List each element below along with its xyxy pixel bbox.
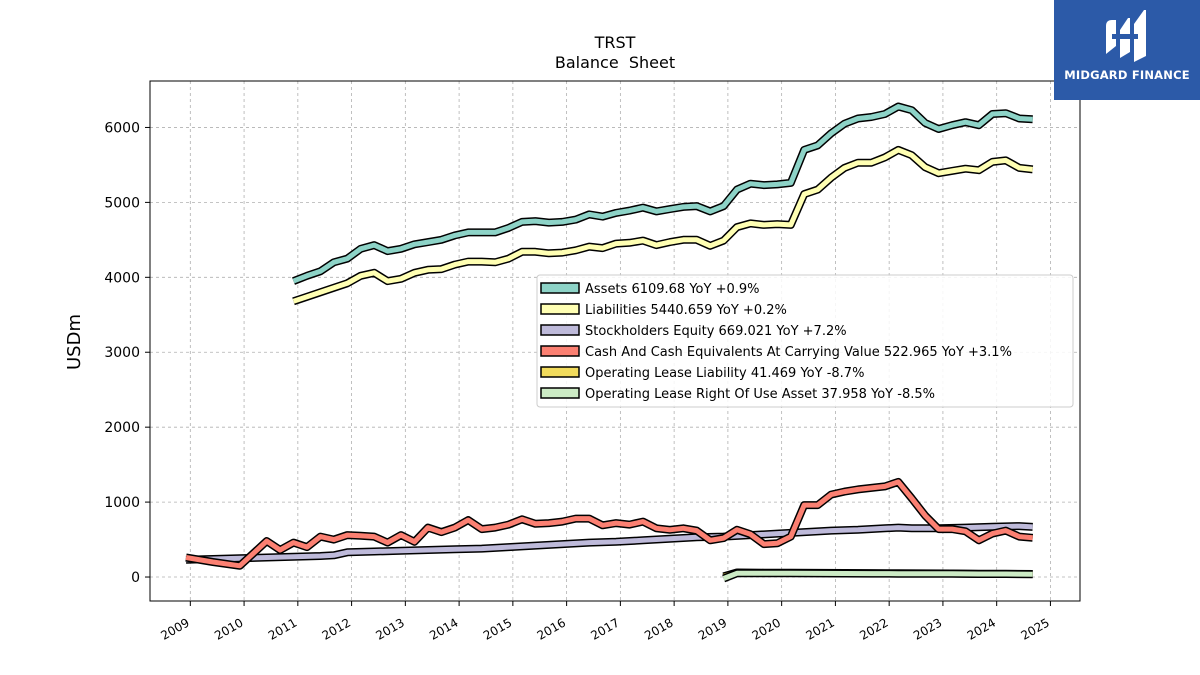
legend-item: Assets 6109.68 YoY +0.9%	[540, 282, 760, 297]
x-tick-label: 2010	[212, 615, 245, 642]
y-tick-label: 0	[131, 570, 140, 586]
series-line	[722, 570, 1033, 581]
y-tick-label: 5000	[104, 195, 140, 211]
legend-item: Operating Lease Right Of Use Asset 37.95…	[540, 387, 935, 402]
x-tick-label: 2011	[266, 615, 299, 642]
legend-label: Stockholders Equity 669.021 YoY +7.2%	[585, 324, 847, 339]
legend-swatch	[540, 324, 580, 336]
x-tick-label: 2009	[158, 615, 191, 642]
x-tick-label: 2022	[857, 615, 890, 642]
legend-swatch	[540, 387, 580, 399]
series-assets	[292, 102, 1033, 285]
legend-label: Assets 6109.68 YoY +0.9%	[585, 282, 760, 297]
legend: Assets 6109.68 YoY +0.9% Liabilities 5440…	[536, 274, 1074, 408]
series-stockholders-equity	[185, 522, 1033, 564]
x-tick-label: 2015	[481, 615, 514, 642]
series-operating-lease-right-of-use-asset	[722, 569, 1033, 583]
legend-item: Cash And Cash Equivalents At Carrying Va…	[540, 345, 1012, 360]
series-line	[292, 147, 1033, 304]
legend-label: Operating Lease Liability 41.469 YoY -8.…	[585, 366, 864, 381]
series-line	[185, 479, 1033, 569]
series-line	[185, 523, 1033, 563]
x-tick-label: 2012	[320, 615, 353, 642]
y-tick-label: 6000	[104, 120, 140, 136]
series-lines	[185, 102, 1034, 583]
series-liabilities	[292, 145, 1034, 306]
legend-item: Stockholders Equity 669.021 YoY +7.2%	[540, 324, 847, 339]
x-tick-label: 2020	[750, 615, 783, 642]
logo-mark-icon	[1106, 10, 1146, 62]
x-tick-label: 2018	[642, 615, 675, 642]
x-tick-label: 2021	[803, 615, 836, 642]
x-tick-label: 2019	[696, 615, 729, 642]
legend-swatch	[540, 366, 580, 378]
x-tick-label: 2017	[588, 615, 621, 642]
x-tick-label: 2024	[965, 615, 998, 642]
y-axis-label: USDm	[64, 314, 85, 370]
company-logo: MIDGARD FINANCE	[1054, 0, 1200, 100]
plot-frame	[149, 80, 1081, 602]
x-tick-label: 2023	[911, 615, 944, 642]
legend-box	[536, 274, 1074, 408]
chart-subtitle: Balance Sheet	[555, 53, 675, 72]
x-tick-label: 2025	[1018, 615, 1051, 642]
logo-text: MIDGARD FINANCE	[1064, 68, 1190, 82]
legend-item: Liabilities 5440.659 YoY +0.2%	[540, 303, 787, 318]
legend-item: Operating Lease Liability 41.469 YoY -8.…	[540, 366, 864, 381]
x-tick-label: 2016	[535, 615, 568, 642]
legend-label: Cash And Cash Equivalents At Carrying Va…	[585, 345, 1012, 360]
y-tick-label: 3000	[104, 345, 140, 361]
y-tick-label: 1000	[104, 495, 140, 511]
legend-label: Liabilities 5440.659 YoY +0.2%	[585, 303, 787, 318]
series-line-outline	[292, 102, 1033, 285]
legend-label: Operating Lease Right Of Use Asset 37.95…	[585, 387, 935, 402]
x-tick-label: 2013	[373, 615, 406, 642]
series-cash-and-cash-equivalents-at-carrying-value	[185, 477, 1034, 570]
legend-swatch	[540, 282, 580, 294]
y-tick-label: 4000	[104, 270, 140, 286]
legend-swatch	[540, 303, 580, 315]
legend-swatch	[540, 345, 580, 357]
y-tick-label: 2000	[104, 420, 140, 436]
series-line	[292, 104, 1033, 284]
x-tick-label: 2014	[427, 615, 460, 642]
chart-title: TRST	[594, 33, 636, 52]
